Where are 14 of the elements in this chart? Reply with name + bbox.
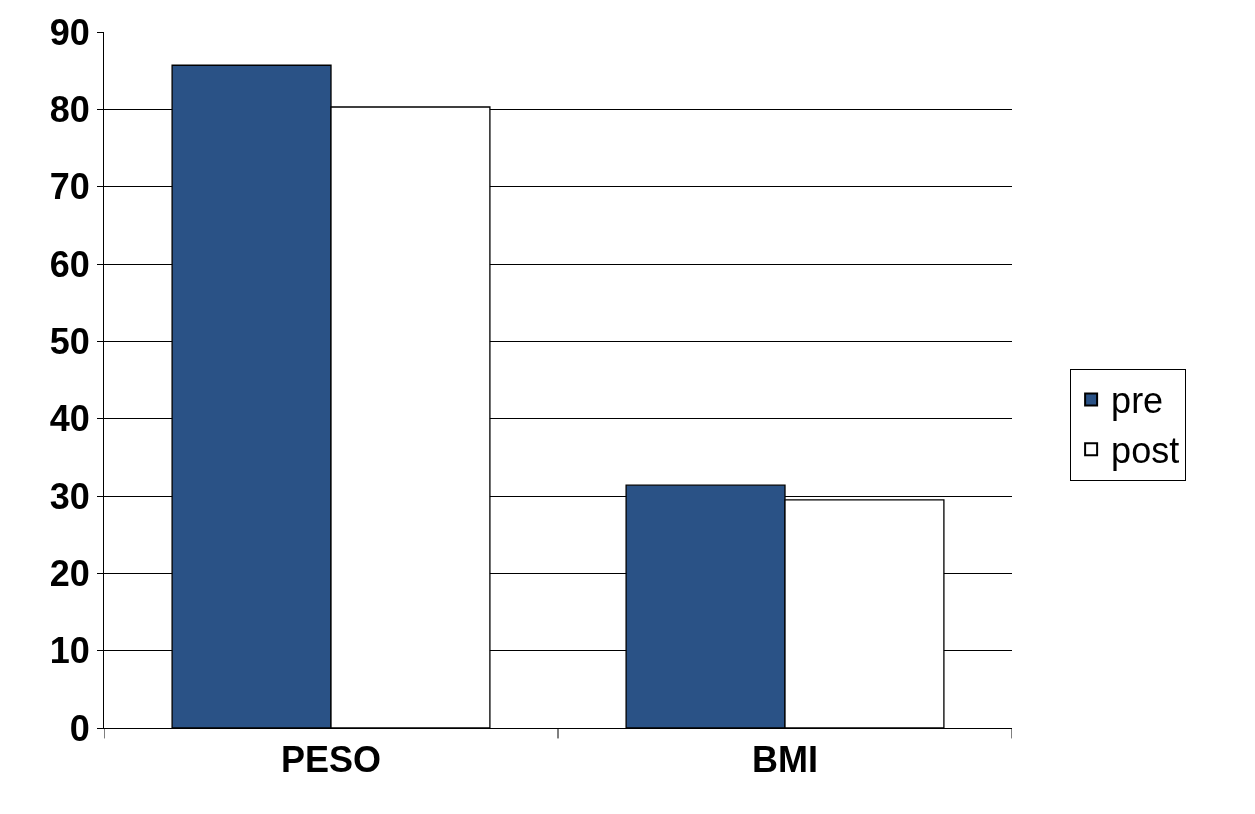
y-tick-label: 0	[69, 707, 90, 749]
x-tick-label: PESO	[280, 739, 382, 781]
y-tick-label: 90	[49, 11, 90, 53]
y-tick-label: 80	[49, 88, 90, 130]
y-tick-label: 20	[49, 552, 90, 594]
legend-label: pre	[1111, 380, 1164, 422]
y-tick-label: 30	[49, 475, 90, 517]
x-tick-label: BMI	[752, 739, 818, 781]
y-tick-label: 60	[49, 243, 90, 285]
y-tick-label: 50	[49, 320, 90, 362]
y-tick-label: 10	[49, 630, 90, 672]
y-tick-label: 70	[49, 166, 90, 208]
y-tick-label: 40	[49, 398, 90, 440]
legend-label: post	[1111, 430, 1180, 472]
